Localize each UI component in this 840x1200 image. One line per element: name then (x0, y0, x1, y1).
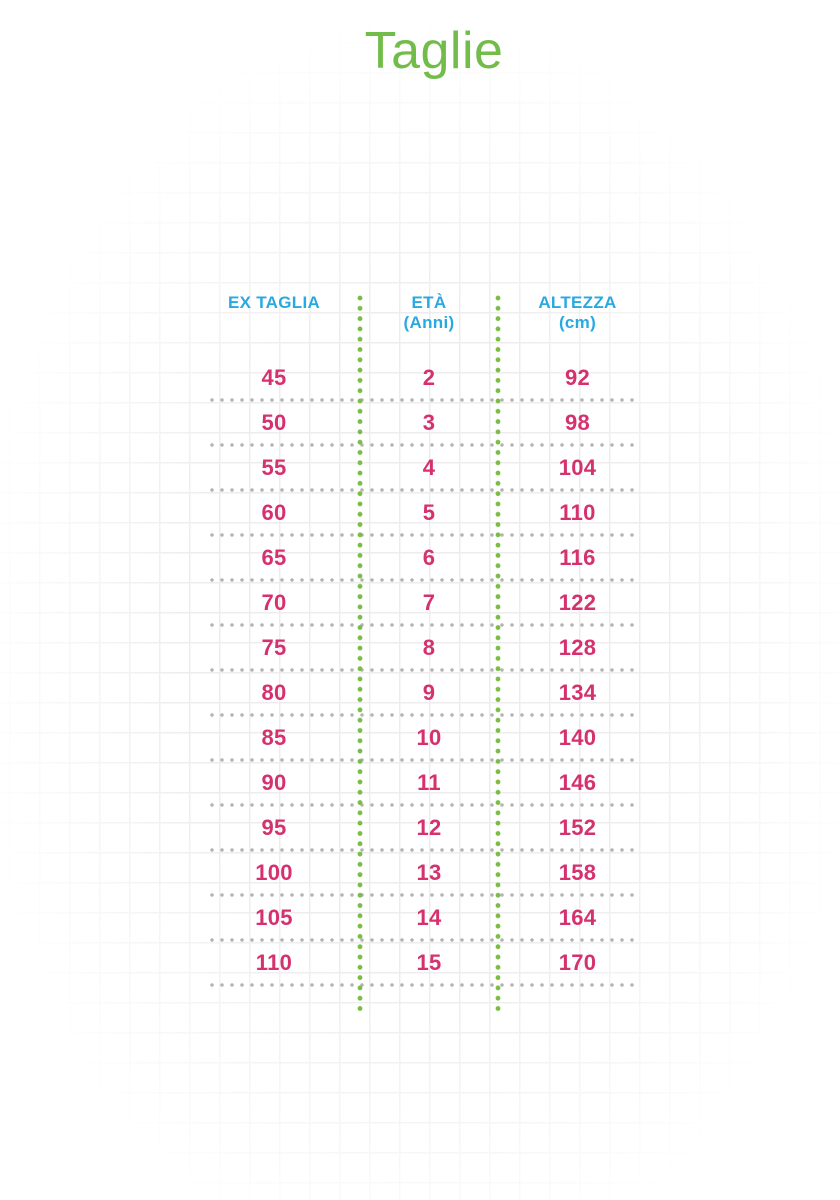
cell-eta: 11 (417, 769, 441, 795)
row-separator-dotted-line (210, 443, 637, 447)
cell-altezza: 98 (564, 409, 591, 435)
cell-eta: 14 (416, 904, 442, 930)
table-row: 70 7 122 (210, 580, 637, 627)
cell-ex-taglia: 110 (255, 949, 293, 975)
cell-eta: 6 (422, 544, 436, 570)
cell-ex-taglia: 45 (261, 364, 287, 390)
cell-altezza: 146 (558, 769, 597, 795)
row-separator-dotted-line (210, 668, 637, 672)
header-altezza-unit: (cm) (558, 313, 597, 332)
cell-altezza: 140 (558, 724, 597, 750)
cell-eta: 13 (416, 859, 442, 885)
header-ex-taglia: EX TAGLIA (210, 293, 360, 333)
header-eta: ETÀ (Anni) (360, 293, 498, 333)
table-row: 95 12 152 (210, 805, 637, 852)
cell-ex-taglia: 95 (261, 814, 287, 840)
row-separator-dotted-line (210, 803, 637, 807)
row-separator-dotted-line (210, 938, 637, 942)
cell-altezza: 110 (559, 499, 596, 525)
cell-ex-taglia: 85 (261, 724, 287, 750)
header-ex-taglia-label: EX TAGLIA (227, 293, 321, 312)
table-body: 45 2 92 50 3 98 55 4 104 60 5 110 (210, 355, 637, 987)
cell-eta: 8 (422, 634, 436, 660)
cell-eta: 9 (422, 679, 436, 705)
row-separator-dotted-line (210, 398, 637, 402)
cell-ex-taglia: 75 (261, 634, 287, 660)
table-header-row: EX TAGLIA ETÀ (Anni) ALTEZZA (cm) (210, 293, 637, 333)
cell-altezza: 116 (559, 544, 596, 570)
table-row: 50 3 98 (210, 400, 637, 447)
cell-ex-taglia: 60 (261, 499, 287, 525)
cell-ex-taglia: 80 (261, 679, 287, 705)
cell-ex-taglia: 65 (261, 544, 287, 570)
table-row: 45 2 92 (210, 355, 637, 402)
header-eta-unit: (Anni) (403, 313, 455, 332)
table-row: 100 13 158 (210, 850, 637, 897)
table-row: 65 6 116 (210, 535, 637, 582)
row-separator-dotted-line (210, 533, 637, 537)
cell-ex-taglia: 105 (255, 904, 293, 930)
row-separator-dotted-line (210, 983, 637, 987)
page-title: Taglie (364, 22, 504, 80)
table-row: 60 5 110 (210, 490, 637, 537)
cell-eta: 2 (422, 364, 436, 390)
cell-altezza: 122 (558, 589, 597, 615)
table-row: 110 15 170 (210, 940, 637, 987)
row-separator-dotted-line (210, 848, 637, 852)
cell-eta: 3 (422, 409, 436, 435)
table-row: 75 8 128 (210, 625, 637, 672)
row-separator-dotted-line (210, 758, 637, 762)
cell-eta: 4 (422, 454, 436, 480)
table-row: 90 11 146 (210, 760, 637, 807)
row-separator-dotted-line (210, 578, 637, 582)
cell-altezza: 152 (558, 814, 597, 840)
row-separator-dotted-line (210, 893, 637, 897)
cell-ex-taglia: 100 (255, 859, 293, 885)
row-separator-dotted-line (210, 713, 637, 717)
cell-altezza: 128 (558, 634, 597, 660)
cell-ex-taglia: 70 (261, 589, 287, 615)
cell-altezza: 104 (558, 454, 597, 480)
cell-eta: 12 (416, 814, 442, 840)
cell-eta: 5 (422, 499, 436, 525)
row-separator-dotted-line (210, 488, 637, 492)
row-separator-dotted-line (210, 623, 637, 627)
table-row: 55 4 104 (210, 445, 637, 492)
cell-altezza: 164 (558, 904, 597, 930)
header-eta-label: ETÀ (411, 293, 447, 312)
cell-altezza: 92 (564, 364, 591, 390)
cell-eta: 7 (422, 589, 436, 615)
table-row: 85 10 140 (210, 715, 637, 762)
table-row: 80 9 134 (210, 670, 637, 717)
cell-ex-taglia: 50 (261, 409, 287, 435)
header-altezza-label: ALTEZZA (538, 293, 617, 312)
cell-altezza: 170 (558, 949, 597, 975)
cell-altezza: 134 (558, 679, 597, 705)
cell-eta: 15 (416, 949, 442, 975)
cell-ex-taglia: 55 (261, 454, 287, 480)
column-separator-dotted-line (357, 293, 363, 1012)
size-table: EX TAGLIA ETÀ (Anni) ALTEZZA (cm) 45 2 9… (210, 293, 637, 1012)
header-altezza: ALTEZZA (cm) (498, 293, 637, 333)
cell-altezza: 158 (558, 859, 597, 885)
cell-eta: 10 (416, 724, 442, 750)
column-separator-dotted-line (495, 293, 501, 1012)
table-row: 105 14 164 (210, 895, 637, 942)
cell-ex-taglia: 90 (261, 769, 287, 795)
